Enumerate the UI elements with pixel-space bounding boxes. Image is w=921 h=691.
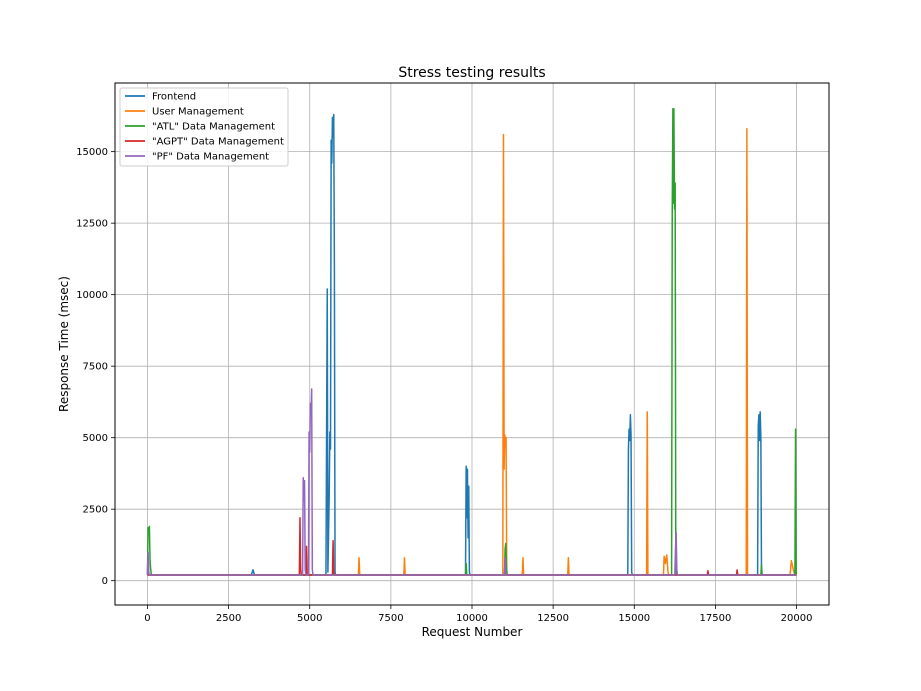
y-tick-label: 0 xyxy=(102,576,108,587)
legend-box xyxy=(119,87,289,167)
legend-label-agpt-data-management: "AGPT" Data Management xyxy=(152,137,284,148)
x-tick-label: 2500 xyxy=(216,613,241,624)
grid-lines xyxy=(115,83,829,605)
x-tick-label: 15000 xyxy=(618,613,650,624)
series-line-frontend xyxy=(147,113,797,576)
x-tick-label: 10000 xyxy=(456,613,488,624)
y-axis-ticks: 0 2500 5000 7500 10000 12500 15000 xyxy=(76,147,115,587)
x-tick-label: 17500 xyxy=(700,613,732,624)
y-tick-label: 7500 xyxy=(83,362,108,373)
y-tick-label: 10000 xyxy=(76,290,108,301)
x-axis-label: Request Number xyxy=(422,625,523,639)
y-tick-label: 2500 xyxy=(83,505,108,516)
x-tick-label: 0 xyxy=(144,613,150,624)
y-axis-label: Response Time (msec) xyxy=(57,276,71,412)
y-tick-label: 12500 xyxy=(76,219,108,230)
legend-label-frontend: Frontend xyxy=(152,92,196,103)
legend: Frontend User Management "ATL" Data Manage… xyxy=(119,87,289,167)
y-tick-label: 15000 xyxy=(76,147,108,158)
legend-label-pf-data-management: "PF" Data Management xyxy=(152,152,269,163)
y-tick-label: 5000 xyxy=(83,433,108,444)
legend-label-atl-data-management: "ATL" Data Management xyxy=(152,122,275,133)
x-tick-label: 12500 xyxy=(537,613,569,624)
series-line-agpt-data-management xyxy=(147,517,797,576)
series-lines xyxy=(146,107,797,576)
x-axis-ticks: 0 2500 5000 7500 10000 12500 15000 17500 20000 xyxy=(144,605,812,624)
x-tick-label: 5000 xyxy=(297,613,322,624)
x-tick-label: 20000 xyxy=(781,613,813,624)
legend-label-user-management: User Management xyxy=(152,107,244,118)
series-line-pf-data-management xyxy=(146,388,797,576)
chart-title: Stress testing results xyxy=(398,65,545,81)
x-tick-label: 7500 xyxy=(378,613,403,624)
